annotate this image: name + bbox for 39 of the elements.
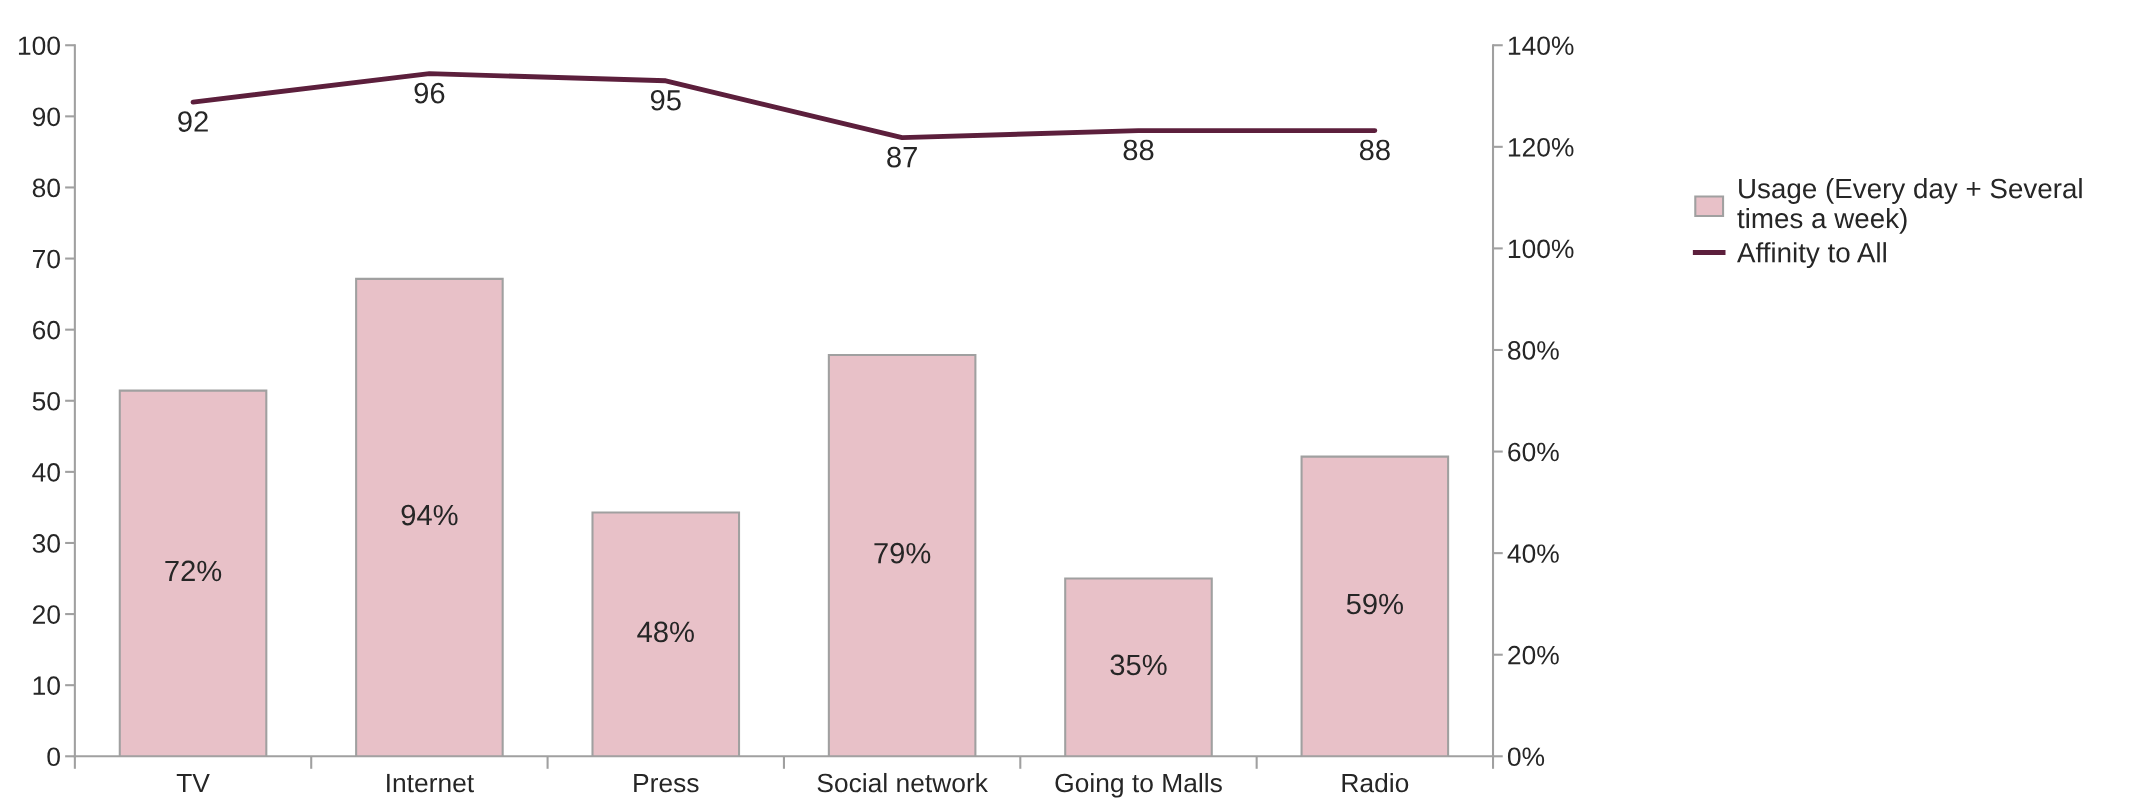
y2-tick-label: 20% <box>1508 645 1559 665</box>
y2-tick-label: 60% <box>1508 442 1559 462</box>
x-tick-label: Radio <box>1342 772 1409 793</box>
data-label: 72% <box>165 560 222 582</box>
data-label: 94% <box>401 504 458 526</box>
y-tick-label: 90 <box>32 107 60 127</box>
data-label: 35% <box>1110 654 1167 676</box>
data-label: 92 <box>178 111 208 132</box>
y-tick-label: 40 <box>32 463 60 482</box>
legend-label: Affinity to All <box>1737 242 1886 269</box>
data-label: 79% <box>874 542 931 564</box>
data-label: 88 <box>1123 139 1154 161</box>
x-tick-label: Internet <box>387 773 474 793</box>
x-tick-label: Press <box>634 773 699 793</box>
data-label: 88 <box>1359 139 1390 161</box>
y-tick-label: 100 <box>18 36 60 56</box>
data-label: 95 <box>650 89 681 111</box>
x-tick-label: Social network <box>817 772 988 793</box>
y2-tick-label: 40% <box>1507 544 1559 563</box>
y-tick-label: 80 <box>32 178 60 198</box>
y-tick-label: 30 <box>32 534 60 553</box>
y2-tick-label: 0% <box>1507 747 1545 767</box>
legend-label: Usage (Every day + Several times a week) <box>1737 177 2082 234</box>
y-tick-label: 60 <box>32 320 60 340</box>
data-label: 59% <box>1346 593 1403 615</box>
y-tick-label: 20 <box>32 605 60 624</box>
data-label: 87 <box>887 146 917 168</box>
y-tick-label: 0 <box>47 747 60 767</box>
y-tick-label: 50 <box>32 391 60 411</box>
data-label: 48% <box>637 621 694 643</box>
y2-tick-label: 140% <box>1508 36 1574 56</box>
x-tick-label: Going to Malls <box>1055 772 1222 798</box>
y-tick-label: 70 <box>32 249 60 269</box>
y2-tick-label: 80% <box>1508 341 1559 360</box>
data-label: 96 <box>414 82 445 104</box>
x-tick-label: TV <box>176 773 210 793</box>
y2-tick-label: 120% <box>1508 137 1574 157</box>
y2-tick-label: 100% <box>1508 239 1574 259</box>
y-tick-label: 10 <box>33 676 60 696</box>
